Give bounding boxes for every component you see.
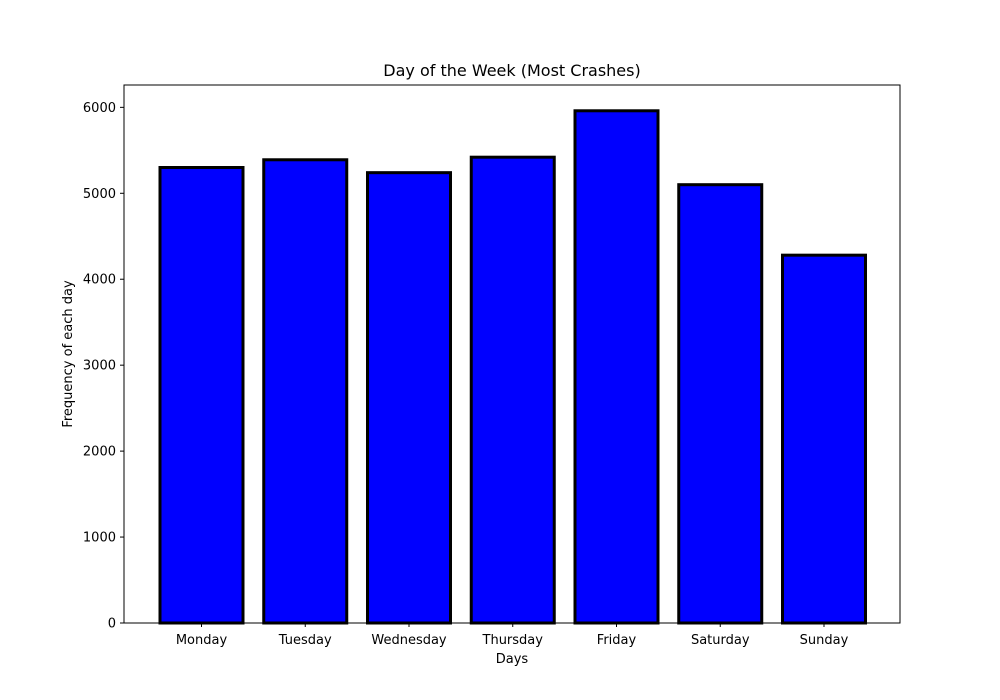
y-tick-label: 1000 bbox=[83, 531, 116, 546]
bar-tuesday bbox=[262, 158, 349, 625]
y-tick-label: 2000 bbox=[83, 445, 116, 460]
x-tick-label: Tuesday bbox=[278, 633, 332, 648]
x-tick-label: Wednesday bbox=[371, 633, 447, 648]
y-axis-ticks: 0 1000 2000 3000 4000 5000 6000 bbox=[83, 101, 124, 632]
x-tick-label: Friday bbox=[597, 633, 637, 648]
bar-friday bbox=[573, 109, 660, 625]
x-tick-label: Monday bbox=[176, 633, 228, 648]
y-tick-label: 5000 bbox=[83, 187, 116, 202]
x-tick-label: Saturday bbox=[691, 633, 750, 648]
y-tick-label: 4000 bbox=[83, 273, 116, 288]
y-tick-label: 6000 bbox=[83, 101, 116, 116]
y-tick-label: 0 bbox=[108, 617, 116, 632]
x-axis-label: Days bbox=[496, 652, 529, 667]
plot-frame bbox=[123, 84, 901, 624]
x-tick-label: Sunday bbox=[800, 633, 849, 648]
y-axis-label: Frequency of each day bbox=[61, 280, 76, 428]
bar-monday bbox=[158, 166, 245, 625]
bars-group bbox=[158, 109, 867, 625]
bar-thursday bbox=[469, 155, 556, 625]
bar-saturday bbox=[677, 183, 764, 625]
y-tick-label: 3000 bbox=[83, 359, 116, 374]
x-axis-ticks: Monday Tuesday Wednesday Thursday Friday Satu… bbox=[176, 623, 849, 648]
bar-sunday bbox=[781, 253, 867, 625]
chart-title: Day of the Week (Most Crashes) bbox=[383, 61, 640, 80]
bar-wednesday bbox=[366, 171, 452, 625]
x-tick-label: Thursday bbox=[482, 633, 544, 648]
